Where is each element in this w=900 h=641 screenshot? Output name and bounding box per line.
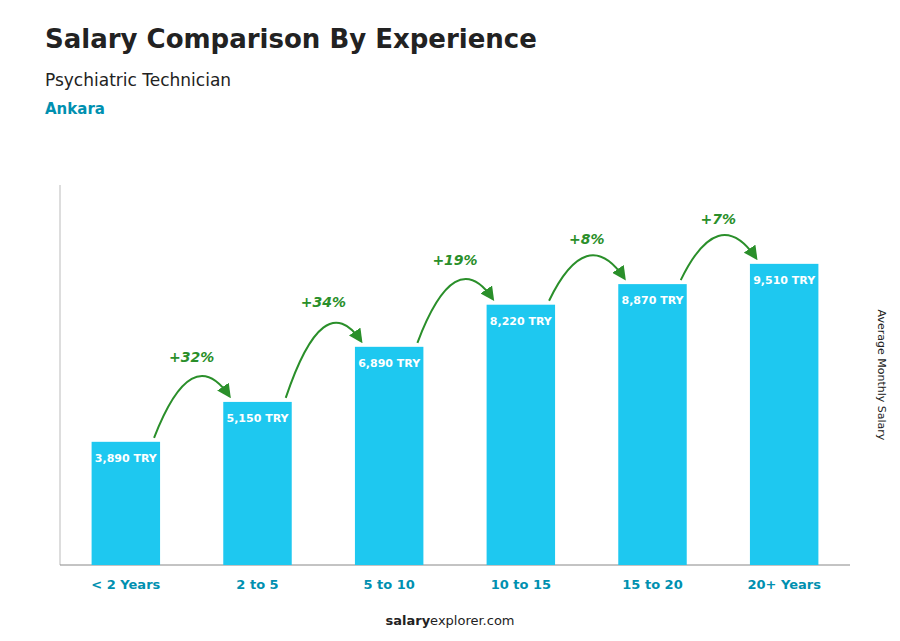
city: Ankara [45,100,105,118]
footer-part: salary [385,613,430,628]
x-tick-label: < 2 Years [91,577,160,592]
change-arrow [681,235,756,280]
change-label: +8% [569,231,605,247]
change-arrow [154,376,229,438]
bar [618,284,686,565]
footer-part: explorer.com [430,613,514,628]
title: Salary Comparison By Experience [45,24,537,54]
data-label: 8,220 TRY [490,315,553,328]
bars [92,264,819,565]
y-axis-label: Average Monthly Salary [875,310,888,441]
data-label: 6,890 TRY [358,357,421,370]
bar [223,402,291,565]
x-axis-line [60,565,850,566]
x-tick-label: 15 to 20 [622,577,682,592]
change-arrow [417,279,492,343]
data-label: 9,510 TRY [753,274,816,287]
footer: salaryexplorer.com [385,613,514,628]
change-label: +19% [432,252,477,268]
bar [750,264,818,565]
data-label: 8,870 TRY [622,294,685,307]
y-axis-line [60,185,61,565]
x-tick-label: 20+ Years [747,577,821,592]
x-tick-label: 2 to 5 [236,577,278,592]
change-arrow [286,323,361,398]
change-label: +32% [169,349,214,365]
data-label: 5,150 TRY [227,412,290,425]
bar [487,305,555,565]
x-tick-label: 5 to 10 [363,577,414,592]
bar [92,442,160,565]
bar [355,347,423,565]
chart: Salary Comparison By Experience Psychiatr… [0,0,900,641]
x-tick-label: 10 to 15 [491,577,551,592]
change-label: +7% [701,211,737,227]
change-arrow [549,255,624,300]
subtitle: Psychiatric Technician [45,70,231,90]
data-label: 3,890 TRY [95,452,158,465]
change-label: +34% [301,294,346,310]
